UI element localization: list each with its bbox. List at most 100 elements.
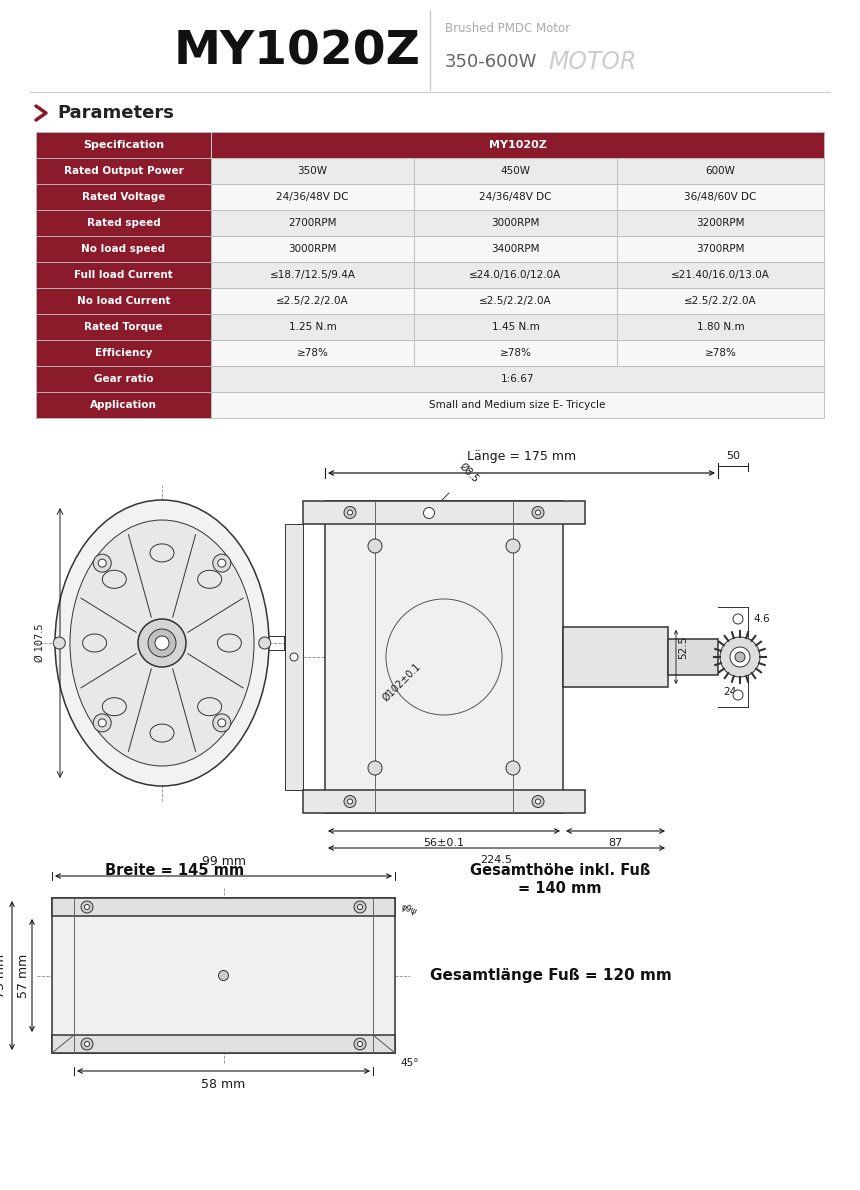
Text: 3700RPM: 3700RPM [697,244,745,253]
Bar [414,209,617,236]
Bar [414,340,617,367]
Circle shape [212,714,230,732]
Bar [52,1035,395,1053]
Text: Breite = 145 mm: Breite = 145 mm [106,863,244,878]
Text: φ9ψ: φ9ψ [400,903,418,917]
Circle shape [347,798,353,804]
Text: 350W: 350W [298,165,328,176]
Text: MOTOR: MOTOR [548,50,636,74]
Circle shape [218,719,226,727]
Circle shape [93,555,111,572]
Bar [36,236,211,262]
Text: Gesamtlänge Fuß = 120 mm: Gesamtlänge Fuß = 120 mm [430,967,672,983]
Text: ≤2.5/2.2/2.0A: ≤2.5/2.2/2.0A [479,296,552,306]
Text: 58 mm: 58 mm [201,1078,246,1091]
Text: 52.5: 52.5 [678,635,688,658]
Circle shape [532,507,544,519]
Circle shape [506,539,520,553]
Text: 24/36/48V DC: 24/36/48V DC [276,192,349,202]
Circle shape [81,901,93,913]
Text: 4.6: 4.6 [753,614,770,624]
Text: ≥78%: ≥78% [297,347,329,358]
Text: 1.25 N.m: 1.25 N.m [289,322,336,332]
Text: 600W: 600W [705,165,735,176]
Text: ≥78%: ≥78% [704,347,736,358]
Bar [211,367,824,392]
Text: 1.80 N.m: 1.80 N.m [697,322,744,332]
Text: 24/36/48V DC: 24/36/48V DC [479,192,552,202]
Circle shape [733,690,743,700]
Bar [36,392,211,418]
Bar [211,262,414,288]
Bar [36,132,211,158]
Text: 450W: 450W [501,165,531,176]
Ellipse shape [70,520,254,766]
Bar [36,158,211,184]
Bar [414,314,617,340]
Text: 1:6.67: 1:6.67 [501,374,534,384]
Text: 2700RPM: 2700RPM [288,218,337,228]
Text: ≤2.5/2.2/2.0A: ≤2.5/2.2/2.0A [276,296,349,306]
Bar [414,236,617,262]
Circle shape [155,635,169,650]
Text: Rated Torque: Rated Torque [84,322,163,332]
Ellipse shape [55,500,269,787]
Text: Gesamthöhe inkl. Fuß: Gesamthöhe inkl. Fuß [470,863,650,878]
Text: 3200RPM: 3200RPM [697,218,745,228]
Bar [211,132,824,158]
Bar [211,314,414,340]
Bar [303,790,585,813]
Circle shape [536,798,540,804]
Circle shape [720,637,760,677]
Bar [36,367,211,392]
Text: Ø102±0.1: Ø102±0.1 [381,660,423,703]
Text: 3000RPM: 3000RPM [491,218,540,228]
Circle shape [344,795,356,808]
Text: Efficiency: Efficiency [95,347,152,358]
Text: ≤21.40/16.0/13.0A: ≤21.40/16.0/13.0A [671,270,770,280]
Circle shape [358,904,363,909]
Text: Länge = 175 mm: Länge = 175 mm [467,450,576,463]
Bar [36,340,211,367]
Text: ≥78%: ≥78% [500,347,531,358]
Circle shape [354,901,366,913]
Bar [617,288,824,314]
Circle shape [344,507,356,519]
Text: 87: 87 [608,838,623,848]
Circle shape [423,507,434,519]
Bar [617,209,824,236]
Bar [668,639,718,675]
Circle shape [354,1038,366,1050]
Bar [211,236,414,262]
Text: 24: 24 [723,687,736,697]
Circle shape [218,559,226,568]
Bar [303,501,585,524]
Text: Parameters: Parameters [57,104,174,123]
Text: MY1020Z: MY1020Z [488,140,546,150]
Bar [211,184,414,209]
Text: 224.5: 224.5 [481,854,513,865]
Circle shape [358,1041,363,1046]
Bar [36,288,211,314]
Text: 3000RPM: 3000RPM [288,244,336,253]
Circle shape [290,653,298,660]
Bar [36,184,211,209]
Text: Full load Current: Full load Current [74,270,173,280]
Circle shape [84,1041,89,1046]
Text: 73 mm: 73 mm [0,953,7,997]
Circle shape [506,760,520,775]
Bar [211,340,414,367]
Text: Rated Output Power: Rated Output Power [64,165,183,176]
Text: Rated Voltage: Rated Voltage [82,192,165,202]
Text: Application: Application [90,400,157,411]
Text: 45°: 45° [400,1058,419,1067]
Circle shape [93,714,111,732]
Text: ≤24.0/16.0/12.0A: ≤24.0/16.0/12.0A [470,270,562,280]
Bar [211,209,414,236]
Text: 3400RPM: 3400RPM [491,244,540,253]
Text: 99 mm: 99 mm [201,854,245,868]
Bar [563,627,668,687]
Text: 57 mm: 57 mm [17,953,30,997]
Text: ≤18.7/12.5/9.4A: ≤18.7/12.5/9.4A [269,270,355,280]
Text: No load speed: No load speed [82,244,166,253]
